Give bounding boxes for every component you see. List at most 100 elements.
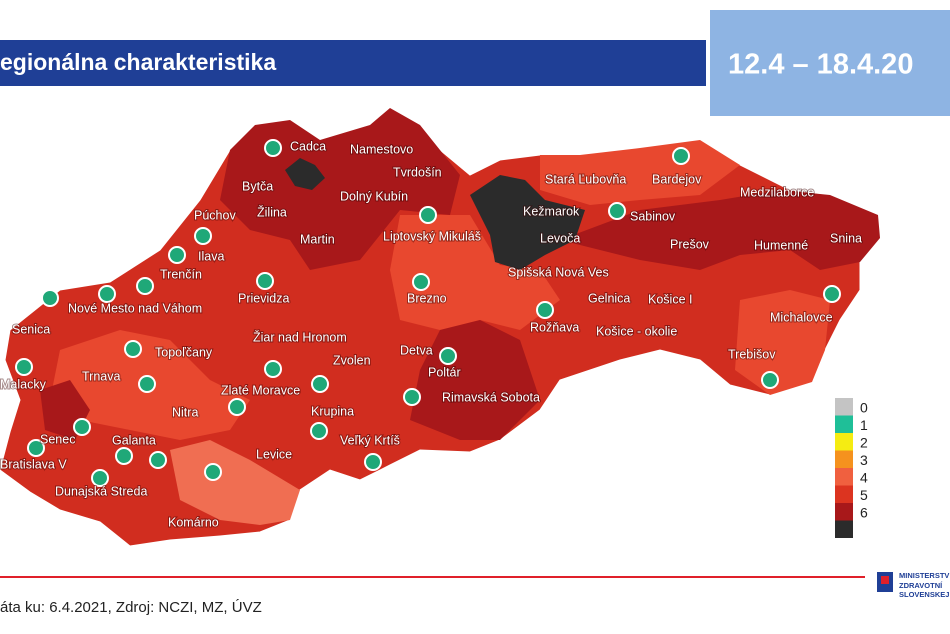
marker: [761, 371, 779, 389]
legend-swatch: [835, 503, 853, 521]
district-label: Prievidza: [238, 291, 289, 305]
district-label: Senec: [40, 432, 75, 446]
region: [560, 190, 880, 270]
district-label: Levice: [256, 447, 292, 461]
legend-swatch: [835, 398, 853, 416]
district-label: Snina: [830, 231, 862, 245]
marker: [536, 301, 554, 319]
district-label: Gelnica: [588, 291, 630, 305]
legend-label: 4: [860, 470, 868, 486]
map: Cadca Namestovo Tvrdošín Bytča Žilina Dolný K…: [0, 107, 881, 547]
district-label: Kežmarok: [523, 204, 580, 218]
district-label: Bardejov: [652, 172, 702, 186]
region: [390, 215, 560, 330]
district-label: Zvolen: [333, 353, 371, 367]
district-label: Košice I: [648, 292, 692, 306]
marker: [149, 451, 167, 469]
district-label: Galanta: [112, 433, 156, 447]
district-label: Nové Mesto nad Váhom: [68, 301, 202, 315]
legend: 01 23 45 6: [835, 398, 868, 538]
marker: [264, 139, 282, 157]
marker: [228, 398, 246, 416]
legend-swatch: [835, 520, 853, 538]
period-box: [710, 10, 950, 116]
district-label: Spišská Nová Ves: [508, 265, 609, 279]
marker: [264, 360, 282, 378]
title: egionálna charakteristika: [0, 49, 276, 75]
legend-swatch: [835, 415, 853, 433]
legend-swatch: [835, 450, 853, 468]
title-bar: [0, 40, 706, 86]
marker: [419, 206, 437, 224]
logo-cross: [881, 576, 889, 584]
district-label: Zlaté Moravce: [221, 383, 300, 397]
legend-label: 3: [860, 452, 868, 468]
legend-swatch: [835, 468, 853, 486]
district-label: Ilava: [198, 249, 224, 263]
district-label: Michalovce: [770, 310, 833, 324]
marker: [672, 147, 690, 165]
logo-line: SLOVENSKEJ: [899, 590, 949, 599]
district-label: Cadca: [290, 139, 326, 153]
district-label: Žilina: [257, 204, 287, 219]
marker: [412, 273, 430, 291]
district-label: Poltár: [428, 365, 461, 379]
period: 12.4 – 18.4.20: [728, 49, 913, 81]
marker: [115, 447, 133, 465]
marker: [403, 388, 421, 406]
source: áta ku: 6.4.2021, Zdroj: NCZI, MZ, ÚVZ: [0, 599, 262, 616]
region: [470, 175, 585, 270]
marker: [91, 469, 109, 487]
legend-swatch: [835, 485, 853, 503]
district-label: Dunajská Streda: [55, 484, 147, 498]
marker: [194, 227, 212, 245]
region: [540, 140, 740, 205]
district-label: Košice - okolie: [596, 324, 677, 338]
district-label: Brezno: [407, 291, 447, 305]
region: [285, 158, 325, 190]
district-label: Martin: [300, 232, 335, 246]
district-label: Komárno: [168, 515, 219, 529]
district-label: Dolný Kubín: [340, 189, 408, 203]
district-label: Topoľčany: [155, 345, 213, 359]
district-label: Trnava: [82, 369, 120, 383]
district-label: Trebišov: [728, 347, 776, 361]
legend-label: 1: [860, 417, 868, 433]
legend-label: 0: [860, 400, 868, 416]
district-label: Trenčín: [160, 267, 202, 281]
district-label: Stará Ľubovňa: [545, 172, 626, 186]
marker: [364, 453, 382, 471]
marker: [823, 285, 841, 303]
legend-label: 5: [860, 487, 868, 503]
district-label: Krupina: [311, 404, 354, 418]
district-label: Bytča: [242, 179, 273, 193]
legend-swatch: [835, 433, 853, 451]
district-label: Medzilaborce: [740, 185, 814, 199]
district-label: Rimavská Sobota: [442, 390, 540, 404]
district-label: Sabinov: [630, 209, 676, 223]
marker: [168, 246, 186, 264]
region: [170, 440, 300, 525]
district-label: Senica: [12, 322, 50, 336]
district-label: Liptovský Mikuláš: [383, 229, 481, 243]
legend-label: 2: [860, 435, 868, 451]
marker: [41, 289, 59, 307]
logo-line: MINISTERSTV: [899, 571, 949, 580]
marker: [136, 277, 154, 295]
district-label: Tvrdošín: [393, 165, 442, 179]
marker: [256, 272, 274, 290]
district-label: Levoča: [540, 231, 580, 245]
district-label: Púchov: [194, 208, 236, 222]
marker: [310, 422, 328, 440]
district-label: Detva: [400, 343, 433, 357]
district-label: Malacky: [0, 377, 47, 391]
marker: [98, 285, 116, 303]
marker: [15, 358, 33, 376]
marker: [439, 347, 457, 365]
district-label: Bratislava V: [0, 457, 67, 471]
district-label: Nitra: [172, 405, 198, 419]
logo-line: ZDRAVOTNÍ: [899, 581, 943, 590]
marker: [27, 439, 45, 457]
